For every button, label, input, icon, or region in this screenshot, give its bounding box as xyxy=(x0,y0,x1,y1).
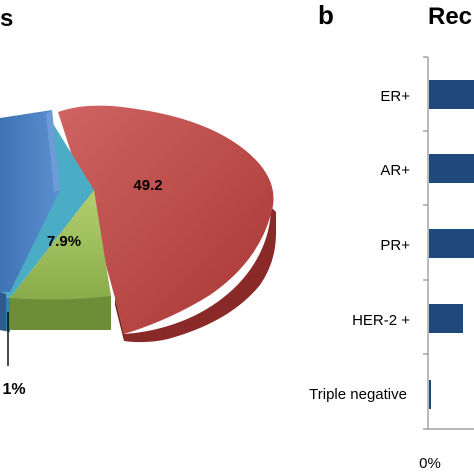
pie-slice-blue-edge xyxy=(46,110,60,192)
pie-slice-red-side-front xyxy=(115,298,124,341)
pie-slice-red-side xyxy=(124,207,276,343)
bar-label-ar: AR+ xyxy=(380,162,410,179)
pie-slice-green xyxy=(10,190,111,300)
pie-chart: 49.2 7.9% 1% xyxy=(0,105,276,398)
pie-slice-blue-side xyxy=(0,292,6,331)
bar-label-er: ER+ xyxy=(380,88,410,105)
bar-triple-negative xyxy=(429,380,431,409)
panel-b-title: Rec xyxy=(428,3,472,30)
x-tick-label-0: 0% xyxy=(419,455,441,472)
bar-label-triple-negative: Triple negative xyxy=(309,386,407,403)
pie-slice-green-side xyxy=(10,296,111,330)
pie-slice-red xyxy=(58,105,274,334)
pie-label-red: 49.2 xyxy=(133,177,162,194)
pie-callout-label: 1% xyxy=(2,381,25,398)
bar-er xyxy=(429,80,474,109)
bar-pr xyxy=(429,229,474,258)
bar-her2 xyxy=(429,304,463,333)
panel-b-letter: b xyxy=(318,0,334,30)
bar-label-pr: PR+ xyxy=(380,237,410,254)
panel-a-title: s xyxy=(0,5,13,32)
pie-slice-blue xyxy=(0,110,60,292)
bar-label-her2: HER-2 + xyxy=(352,312,410,329)
bar-ar xyxy=(429,154,474,183)
bar-chart: ER+ AR+ PR+ HER-2 + Triple negative 0% xyxy=(309,56,474,472)
pie-label-green: 7.9% xyxy=(47,233,81,250)
